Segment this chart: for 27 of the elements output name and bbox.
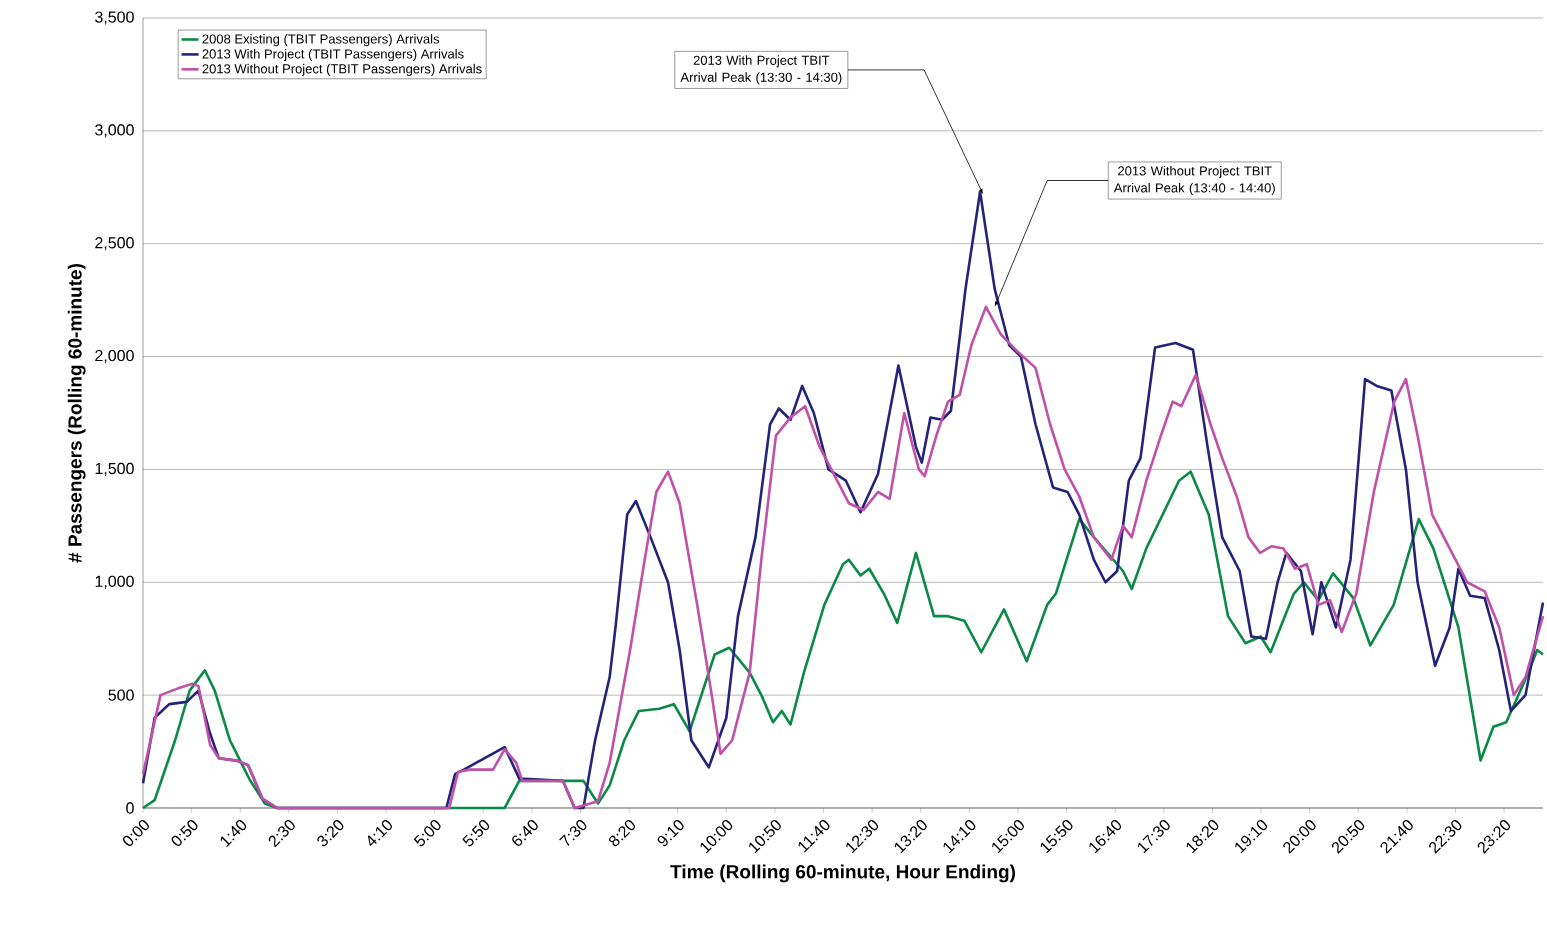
x-tick-label: 5:50 bbox=[462, 820, 490, 847]
x-tick-label: 4:10 bbox=[367, 820, 392, 846]
y-axis-title: # Passengers (Rolling 60-minute) bbox=[67, 264, 86, 563]
x-tick-label: 2:30 bbox=[268, 820, 295, 848]
y-tick-label: 3,000 bbox=[95, 124, 134, 138]
x-tick-label: 7:30 bbox=[559, 820, 587, 846]
y-tick-label: 2,000 bbox=[95, 349, 134, 364]
x-axis-title: Time (Rolling 60-minute, Hour Ending) bbox=[670, 864, 1016, 883]
y-tick-label: 1,000 bbox=[95, 575, 134, 589]
x-tick-label: 0:50 bbox=[171, 820, 198, 846]
x-tick-label: 6:40 bbox=[512, 820, 538, 846]
legend-label: 2013 With Project (TBIT Passengers) Arrivals bbox=[202, 48, 464, 62]
y-tick-label: 2,500 bbox=[95, 237, 134, 251]
x-tick-label: 5:00 bbox=[413, 820, 441, 847]
x-tick-label: 8:20 bbox=[608, 820, 636, 847]
legend-label: 2008 Existing (TBIT Passengers) Arrivals bbox=[202, 34, 440, 47]
x-tick-label: 3:20 bbox=[317, 820, 344, 847]
y-tick-label: 500 bbox=[108, 689, 134, 701]
legend-label: 2013 Without Project (TBIT Passengers) Arrivals bbox=[202, 63, 482, 76]
annotation: 2013 Without Project TBIT Arrival Peak (13:40 - 14:40) bbox=[1113, 165, 1275, 196]
annotation: 2013 With Project TBIT Arrival Peak (13:30 - 14:30) bbox=[680, 55, 842, 85]
y-tick-label: 3,500 bbox=[95, 11, 134, 25]
x-tick-label: 0:00 bbox=[123, 820, 149, 846]
x-tick-label: 1:40 bbox=[220, 820, 247, 848]
y-tick-label: 0 bbox=[126, 802, 134, 814]
x-tick-label: 9:10 bbox=[657, 820, 684, 847]
y-tick-label: 1,500 bbox=[95, 462, 134, 477]
